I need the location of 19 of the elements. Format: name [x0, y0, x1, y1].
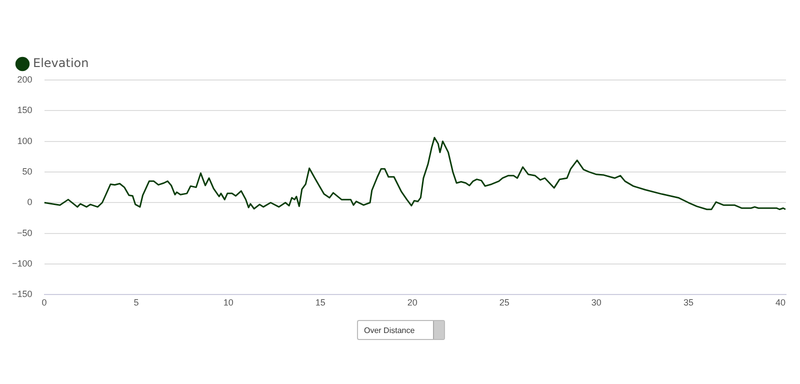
x-tick-label: 20 — [407, 297, 418, 308]
x-tick-label: 35 — [683, 297, 694, 308]
x-tick-label: 15 — [315, 297, 326, 308]
x-tick-label: 30 — [591, 297, 602, 308]
x-tick-label: 10 — [223, 297, 234, 308]
y-tick-label: −150 — [12, 289, 32, 300]
y-tick-label: 50 — [22, 166, 32, 176]
y-tick-label: 100 — [17, 136, 32, 146]
y-tick-label: −50 — [16, 228, 32, 238]
y-tick-label: 200 — [17, 74, 32, 84]
legend-label: Elevation — [33, 56, 89, 70]
text: Over Distance — [364, 326, 415, 334]
y-tick-label: 0 — [27, 197, 32, 208]
y-tick-label: −100 — [12, 258, 32, 268]
y-tick-label: 150 — [17, 105, 32, 116]
x-tick-label: 0 — [42, 297, 47, 308]
x-tick-label: 40 — [775, 297, 786, 308]
x-tick-label: 5 — [134, 297, 139, 308]
x-tick-label: 25 — [499, 297, 510, 308]
